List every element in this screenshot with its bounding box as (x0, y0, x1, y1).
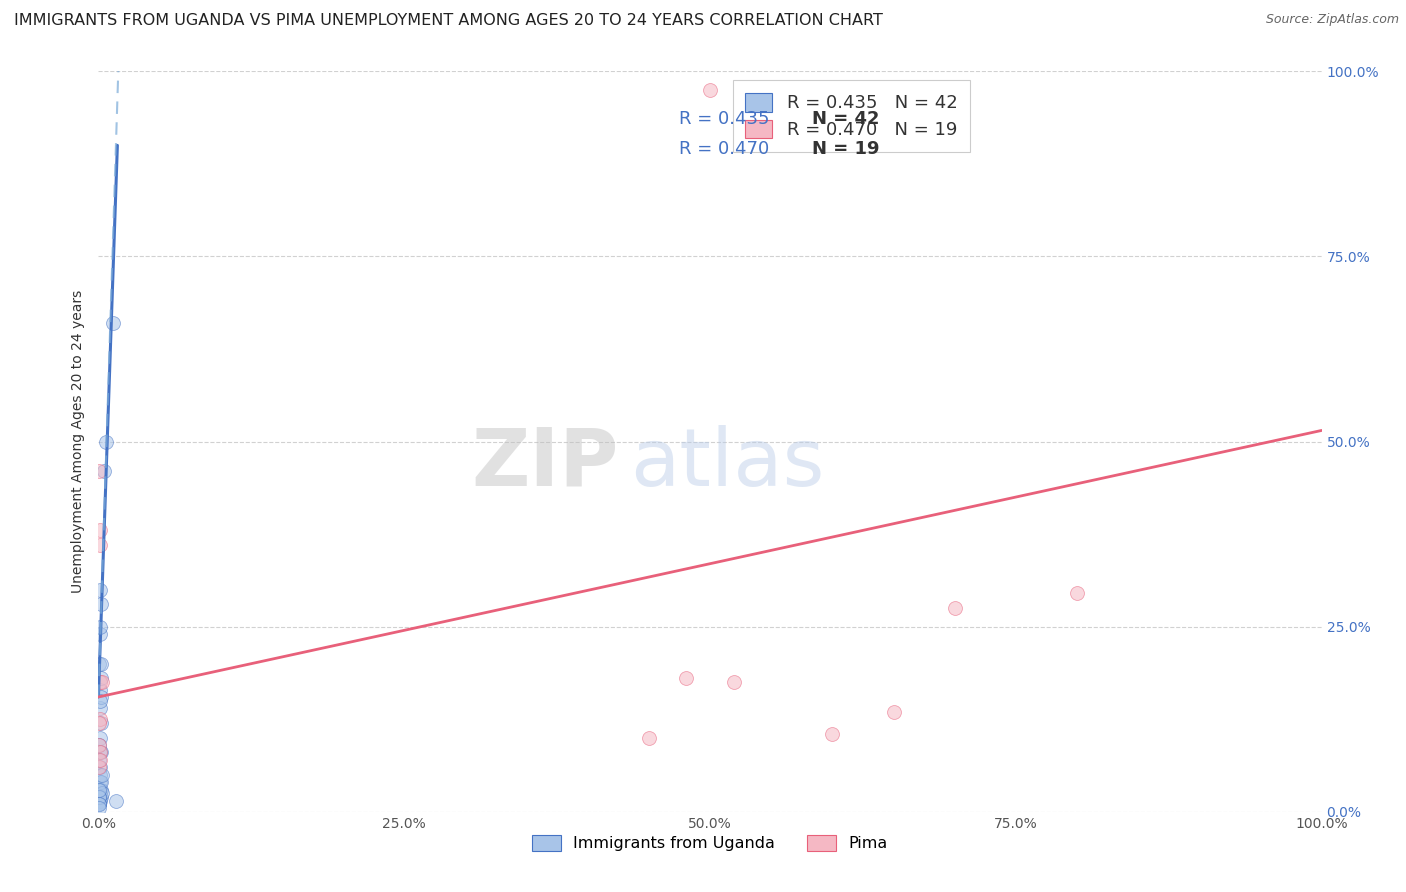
Point (90, 715, 112, 730)
Point (91, 786, 114, 800)
Point (89, 738, 111, 752)
Text: N = 19: N = 19 (811, 140, 879, 158)
Point (87, 789, 110, 804)
Point (90, 789, 112, 804)
Point (89, 538, 111, 552)
Point (89, 712, 111, 726)
Point (89, 657, 111, 671)
Point (91, 675, 114, 690)
Point (89, 797, 111, 812)
Point (89, 746, 111, 760)
Point (89, 753, 111, 767)
Point (94, 434, 117, 449)
Text: Source: ZipAtlas.com: Source: ZipAtlas.com (1265, 13, 1399, 27)
Point (87, 738, 110, 752)
Point (90, 775, 112, 789)
Text: N = 42: N = 42 (811, 111, 879, 128)
Point (821, 727, 844, 741)
Point (723, 675, 745, 690)
Point (89, 775, 111, 789)
Point (90, 746, 112, 760)
Point (87, 797, 110, 812)
Point (89, 524, 111, 538)
Point (90, 657, 112, 671)
Point (89, 682, 111, 697)
Point (87, 782, 110, 797)
Point (89, 753, 111, 767)
Point (87, 789, 110, 804)
Point (90, 672, 112, 686)
Point (699, 83, 721, 97)
Point (90, 782, 112, 797)
Point (883, 705, 905, 719)
Point (87, 801, 110, 815)
Point (87, 782, 110, 797)
Point (89, 627, 111, 641)
Text: R = 0.470: R = 0.470 (679, 140, 769, 158)
Text: IMMIGRANTS FROM UGANDA VS PIMA UNEMPLOYMENT AMONG AGES 20 TO 24 YEARS CORRELATIO: IMMIGRANTS FROM UGANDA VS PIMA UNEMPLOYM… (14, 13, 883, 29)
Point (943, 601, 966, 615)
Point (87, 760, 110, 774)
Point (89, 789, 111, 804)
Y-axis label: Unemployment Among Ages 20 to 24 years: Unemployment Among Ages 20 to 24 years (72, 290, 86, 593)
Point (87, 715, 110, 730)
Point (638, 731, 661, 745)
Point (89, 582, 111, 597)
Point (87, 797, 110, 812)
Text: R = 0.435: R = 0.435 (679, 111, 770, 128)
Text: ZIP: ZIP (471, 425, 619, 503)
Point (89, 746, 111, 760)
Point (91, 767, 114, 781)
Point (89, 694, 111, 708)
Point (87, 789, 110, 804)
Point (87, 464, 110, 478)
Point (89, 782, 111, 797)
Point (89, 767, 111, 781)
Point (101, 316, 124, 330)
Point (1066, 586, 1088, 600)
Point (89, 731, 111, 745)
Point (104, 794, 127, 808)
Point (89, 619, 111, 633)
Point (87, 797, 110, 812)
Text: atlas: atlas (630, 425, 825, 503)
Point (90, 598, 112, 612)
Point (675, 672, 697, 686)
Point (89, 760, 111, 774)
Point (93, 464, 115, 478)
Point (89, 675, 111, 690)
Point (89, 701, 111, 715)
Point (89, 794, 111, 808)
Point (90, 690, 112, 704)
Legend: Immigrants from Uganda, Pima: Immigrants from Uganda, Pima (524, 827, 896, 859)
